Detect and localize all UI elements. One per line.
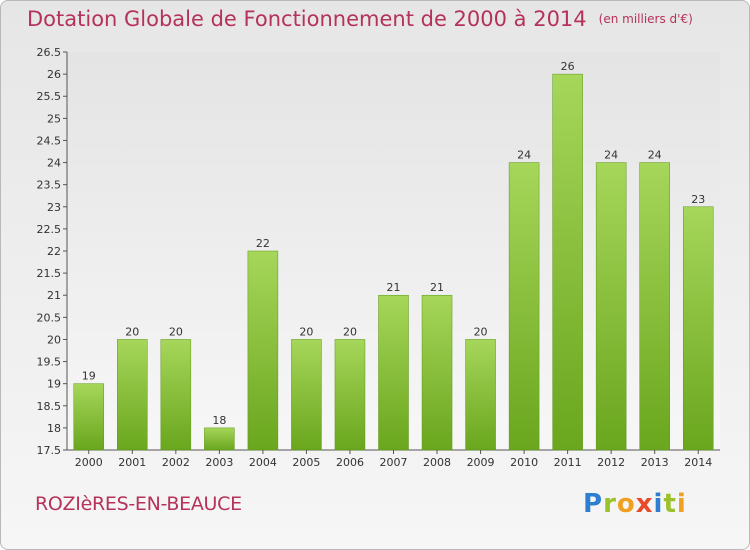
y-tick-label: 18 [47, 422, 61, 435]
y-tick-label: 24 [47, 157, 61, 170]
y-tick-label: 22 [47, 245, 61, 258]
bar [160, 339, 192, 451]
y-tick-label: 26 [47, 68, 61, 81]
proxiti-logo[interactable]: Proxiti [583, 489, 687, 519]
commune-name: ROZIèRES-EN-BEAUCE [35, 493, 242, 515]
bar-value-label: 21 [430, 281, 444, 294]
bar [421, 294, 453, 451]
x-tick-label: 2002 [162, 456, 190, 469]
bar [508, 162, 540, 451]
x-tick-label: 2013 [641, 456, 669, 469]
y-tick-label: 24.5 [37, 134, 62, 147]
y-tick-label: 20 [47, 333, 61, 346]
x-tick-label: 2006 [336, 456, 364, 469]
bar-value-label: 20 [474, 325, 488, 338]
bar-value-label: 20 [169, 325, 183, 338]
logo-letter: r [603, 489, 617, 519]
bar-value-label: 20 [343, 325, 357, 338]
bar [682, 206, 714, 451]
x-tick-label: 2005 [292, 456, 320, 469]
y-tick-label: 23 [47, 201, 61, 214]
y-tick-label: 20.5 [37, 311, 62, 324]
bar-value-label: 18 [212, 414, 226, 427]
bar [204, 427, 235, 451]
x-tick-label: 2011 [554, 456, 582, 469]
logo-letter: i [653, 489, 664, 519]
bar-value-label: 19 [82, 370, 96, 383]
chart-title-text: Dotation Globale de Fonctionnement de 20… [27, 7, 587, 31]
y-tick-label: 17.5 [37, 444, 62, 457]
y-tick-label: 19 [47, 378, 61, 391]
x-tick-label: 2008 [423, 456, 451, 469]
y-tick-label: 21 [47, 289, 61, 302]
bar-value-label: 20 [299, 325, 313, 338]
logo-letter: t [663, 489, 677, 519]
bar-value-label: 21 [387, 281, 401, 294]
logo-letter: P [583, 489, 604, 519]
bar [247, 250, 279, 451]
x-tick-label: 2010 [510, 456, 538, 469]
logo-letter: x [635, 489, 654, 519]
bar [552, 73, 583, 451]
bar [73, 383, 105, 451]
y-tick-label: 26.5 [37, 46, 62, 59]
bar [595, 162, 627, 451]
x-tick-label: 2014 [684, 456, 712, 469]
bar-value-label: 23 [691, 193, 705, 206]
y-tick-label: 18.5 [37, 400, 62, 413]
y-tick-label: 23.5 [37, 179, 62, 192]
y-tick-label: 25 [47, 112, 61, 125]
x-tick-label: 2012 [597, 456, 625, 469]
logo-letter: i [676, 489, 687, 519]
x-tick-label: 2003 [205, 456, 233, 469]
bar [117, 339, 148, 451]
bar-value-label: 24 [648, 149, 662, 162]
bar [291, 339, 322, 451]
bar-value-label: 20 [125, 325, 139, 338]
x-tick-label: 2009 [467, 456, 495, 469]
chart-unit-label: (en milliers d'€) [598, 12, 693, 26]
y-tick-label: 25.5 [37, 90, 62, 103]
bar [334, 339, 366, 451]
bar [465, 339, 496, 451]
bar-value-label: 24 [517, 149, 531, 162]
y-tick-label: 19.5 [37, 356, 62, 369]
bar-value-label: 24 [604, 149, 618, 162]
y-tick-label: 21.5 [37, 267, 62, 280]
x-tick-label: 2000 [75, 456, 103, 469]
bar [639, 162, 670, 451]
logo-letter: o [616, 489, 636, 519]
x-tick-label: 2004 [249, 456, 277, 469]
chart-title: Dotation Globale de Fonctionnement de 20… [27, 7, 693, 31]
bar-value-label: 26 [561, 60, 575, 73]
bar [378, 294, 409, 451]
bar-value-label: 22 [256, 237, 270, 250]
y-tick-label: 22.5 [37, 223, 62, 236]
x-tick-label: 2007 [380, 456, 408, 469]
x-tick-label: 2001 [118, 456, 146, 469]
